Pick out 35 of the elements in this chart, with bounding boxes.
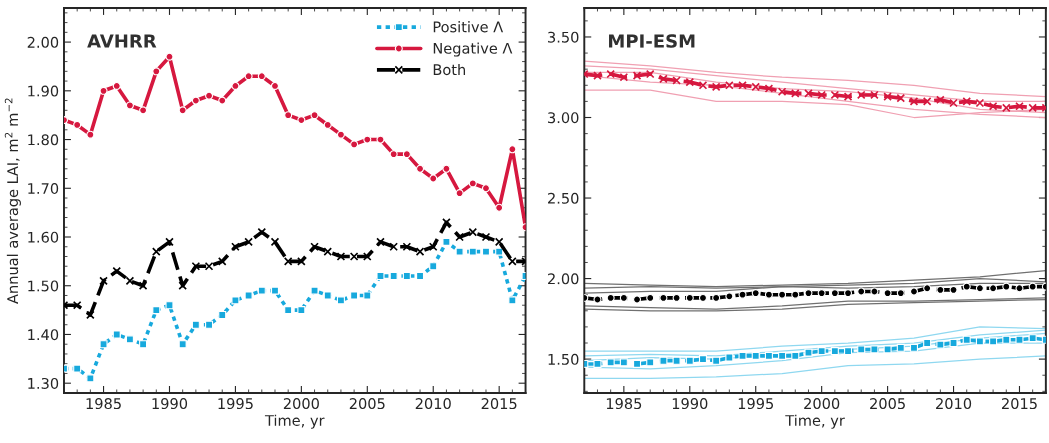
x-tick-label: 1990 [152,398,188,410]
x-tick-label: 2010 [415,398,451,410]
legend-label: Positive Λ [433,21,504,33]
x-tick-label: 2010 [936,398,972,410]
y-tick-label: 1.90 [28,85,59,97]
y-tick-label: 1.70 [28,182,59,195]
y-tick-label: 2.00 [27,36,59,48]
legend-label: Negative Λ [433,42,513,57]
y-tick-label: 1.40 [28,329,59,341]
y-tick-label: 1.30 [28,377,59,389]
y-tick-label: 1.80 [28,134,59,146]
y-axis-title: Annual average LAI, m$^{2}$ m$^{−2}$ [4,98,21,304]
x-tick-label: 2015 [1001,398,1037,410]
x-tick-label: 1995 [218,398,253,410]
x-axis-title: Time, yr [785,414,845,429]
y-tick-label: 3.50 [548,31,579,43]
y-tick-label: 1.60 [28,231,59,243]
x-tick-label: 1995 [738,398,774,410]
x-tick-label: 1985 [606,398,642,410]
y-tick-label: 3.00 [548,112,579,124]
text: AVHRR [87,34,157,48]
x-tick-label: 2005 [349,398,385,410]
x-tick-label: 2005 [870,398,905,410]
y-tick-label: 1.50 [548,353,579,365]
x-tick-label: 1985 [86,398,121,410]
legend-label: Both [433,63,466,76]
x-axis-title: Time, yr [264,414,325,429]
y-tick-label: 1.50 [28,280,59,292]
x-tick-label: 2000 [804,398,840,410]
text: MPI-ESM [609,34,695,48]
y-tick-label: 2.00 [548,273,579,285]
y-tick-label: 2.50 [548,192,579,204]
x-tick-label: 2000 [283,398,319,410]
x-tick-label: 1990 [672,398,708,410]
x-tick-label: 2015 [481,398,517,410]
